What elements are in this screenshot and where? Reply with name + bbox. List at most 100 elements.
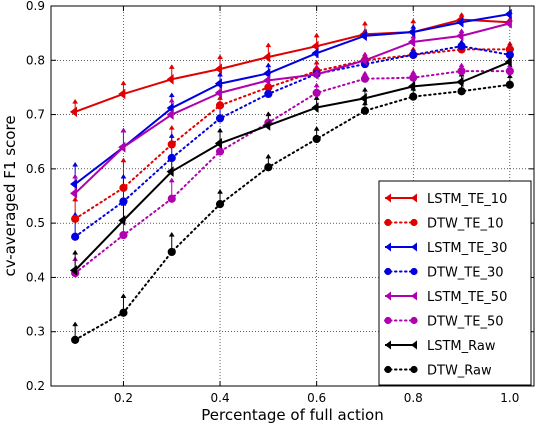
data-point xyxy=(311,40,319,52)
legend-label: DTW_TE_10 xyxy=(427,217,504,232)
data-point xyxy=(118,88,126,100)
error-arrow-head xyxy=(313,59,320,65)
error-arrow-head xyxy=(168,133,175,138)
legend-marker xyxy=(384,316,392,325)
legend-marker xyxy=(410,218,418,227)
data-point xyxy=(167,140,176,149)
error-arrow-head xyxy=(506,73,513,79)
data-point xyxy=(359,92,367,104)
data-point xyxy=(456,76,464,88)
legend-marker xyxy=(385,291,391,301)
data-point xyxy=(409,73,418,82)
data-point xyxy=(167,247,176,257)
error-arrow-head xyxy=(168,177,175,183)
legend-marker xyxy=(384,267,392,276)
legend-marker xyxy=(385,242,391,252)
y-tick-label: 0.3 xyxy=(26,325,45,339)
data-point xyxy=(215,114,225,123)
data-point xyxy=(215,101,225,110)
error-arrow-head xyxy=(217,127,224,133)
data-point xyxy=(71,232,80,241)
data-point xyxy=(359,30,367,42)
data-point xyxy=(71,214,80,223)
data-point xyxy=(118,215,126,226)
legend-marker xyxy=(385,340,391,350)
data-point xyxy=(505,80,514,89)
axis-ticks: 0.2 0.4 0.6 0.8 1.0 0.2 0.3 0.4 0.5 0.6 0.7 0.8 0.9 xyxy=(26,0,534,405)
error-arrow-head xyxy=(72,249,79,255)
error-arrow-head xyxy=(265,111,272,117)
data-point xyxy=(167,194,176,203)
error-arrow-head xyxy=(120,293,127,298)
data-point xyxy=(408,26,416,38)
data-point xyxy=(457,42,466,51)
data-point xyxy=(360,106,370,115)
error-arrow-head xyxy=(168,64,175,69)
error-arrow-head xyxy=(72,98,79,104)
legend-label: LSTM_TE_10 xyxy=(427,192,507,207)
error-arrow-head xyxy=(265,153,272,159)
data-point xyxy=(359,54,367,66)
data-point xyxy=(360,74,370,83)
error-arrow-head xyxy=(72,173,79,179)
data-point xyxy=(311,102,319,113)
error-arrow-head xyxy=(72,196,79,202)
data-point xyxy=(312,88,321,97)
legend-label: LSTM_TE_50 xyxy=(427,290,507,305)
error-arrow-head xyxy=(458,62,465,68)
error-arrow-head xyxy=(313,95,320,100)
error-arrow-head xyxy=(217,71,224,77)
error-arrow-head xyxy=(361,51,368,57)
series-line xyxy=(74,13,511,185)
legend-label: DTW_TE_30 xyxy=(427,266,504,281)
error-arrow-head xyxy=(361,70,368,76)
data-point xyxy=(214,138,222,149)
data-point xyxy=(505,50,514,59)
legend-marker xyxy=(410,267,418,276)
data-point xyxy=(311,69,319,80)
error-arrow-head xyxy=(120,127,127,133)
data-point xyxy=(214,87,222,99)
legend: LSTM_TE_10 DTW_TE_10 LSTM_TE_30 DTW_TE_30 LS… xyxy=(378,180,532,386)
data-point xyxy=(504,56,512,68)
legend-marker xyxy=(411,291,417,301)
data-point xyxy=(215,200,225,209)
error-arrow-head xyxy=(313,82,320,88)
y-tick-label: 0.7 xyxy=(26,108,45,122)
x-tick-label: 0.4 xyxy=(211,391,230,405)
data-point xyxy=(167,153,176,163)
error-arrow-head xyxy=(410,18,417,24)
data-point xyxy=(311,47,319,59)
legend-marker xyxy=(410,365,418,374)
legend-label: DTW_Raw xyxy=(427,364,492,379)
y-tick-label: 0.4 xyxy=(26,270,45,284)
series-line xyxy=(74,60,511,272)
data-point xyxy=(119,308,128,317)
data-point xyxy=(409,50,418,59)
series-line xyxy=(74,18,510,113)
legend-marker xyxy=(384,218,392,227)
error-arrow-head xyxy=(313,126,320,131)
legend-label: LSTM_TE_30 xyxy=(427,241,507,256)
legend-marker xyxy=(384,365,392,374)
data-point xyxy=(409,92,418,101)
error-arrow-head xyxy=(265,42,272,48)
x-tick-label: 0.6 xyxy=(307,391,326,405)
data-point xyxy=(264,89,273,99)
data-point xyxy=(71,335,80,344)
error-arrow-head xyxy=(168,231,175,237)
data-point xyxy=(166,102,174,114)
error-arrow-head xyxy=(265,62,272,68)
legend-box xyxy=(378,180,532,386)
data-point xyxy=(504,8,512,20)
data-point xyxy=(263,120,271,131)
legend-label: DTW_TE_50 xyxy=(427,315,504,330)
error-arrow-head xyxy=(72,161,79,167)
data-point xyxy=(457,87,466,96)
data-point xyxy=(69,265,78,276)
data-point xyxy=(215,147,225,156)
x-tick-label: 0.8 xyxy=(404,391,423,405)
data-point xyxy=(263,75,271,86)
data-point xyxy=(263,51,271,63)
